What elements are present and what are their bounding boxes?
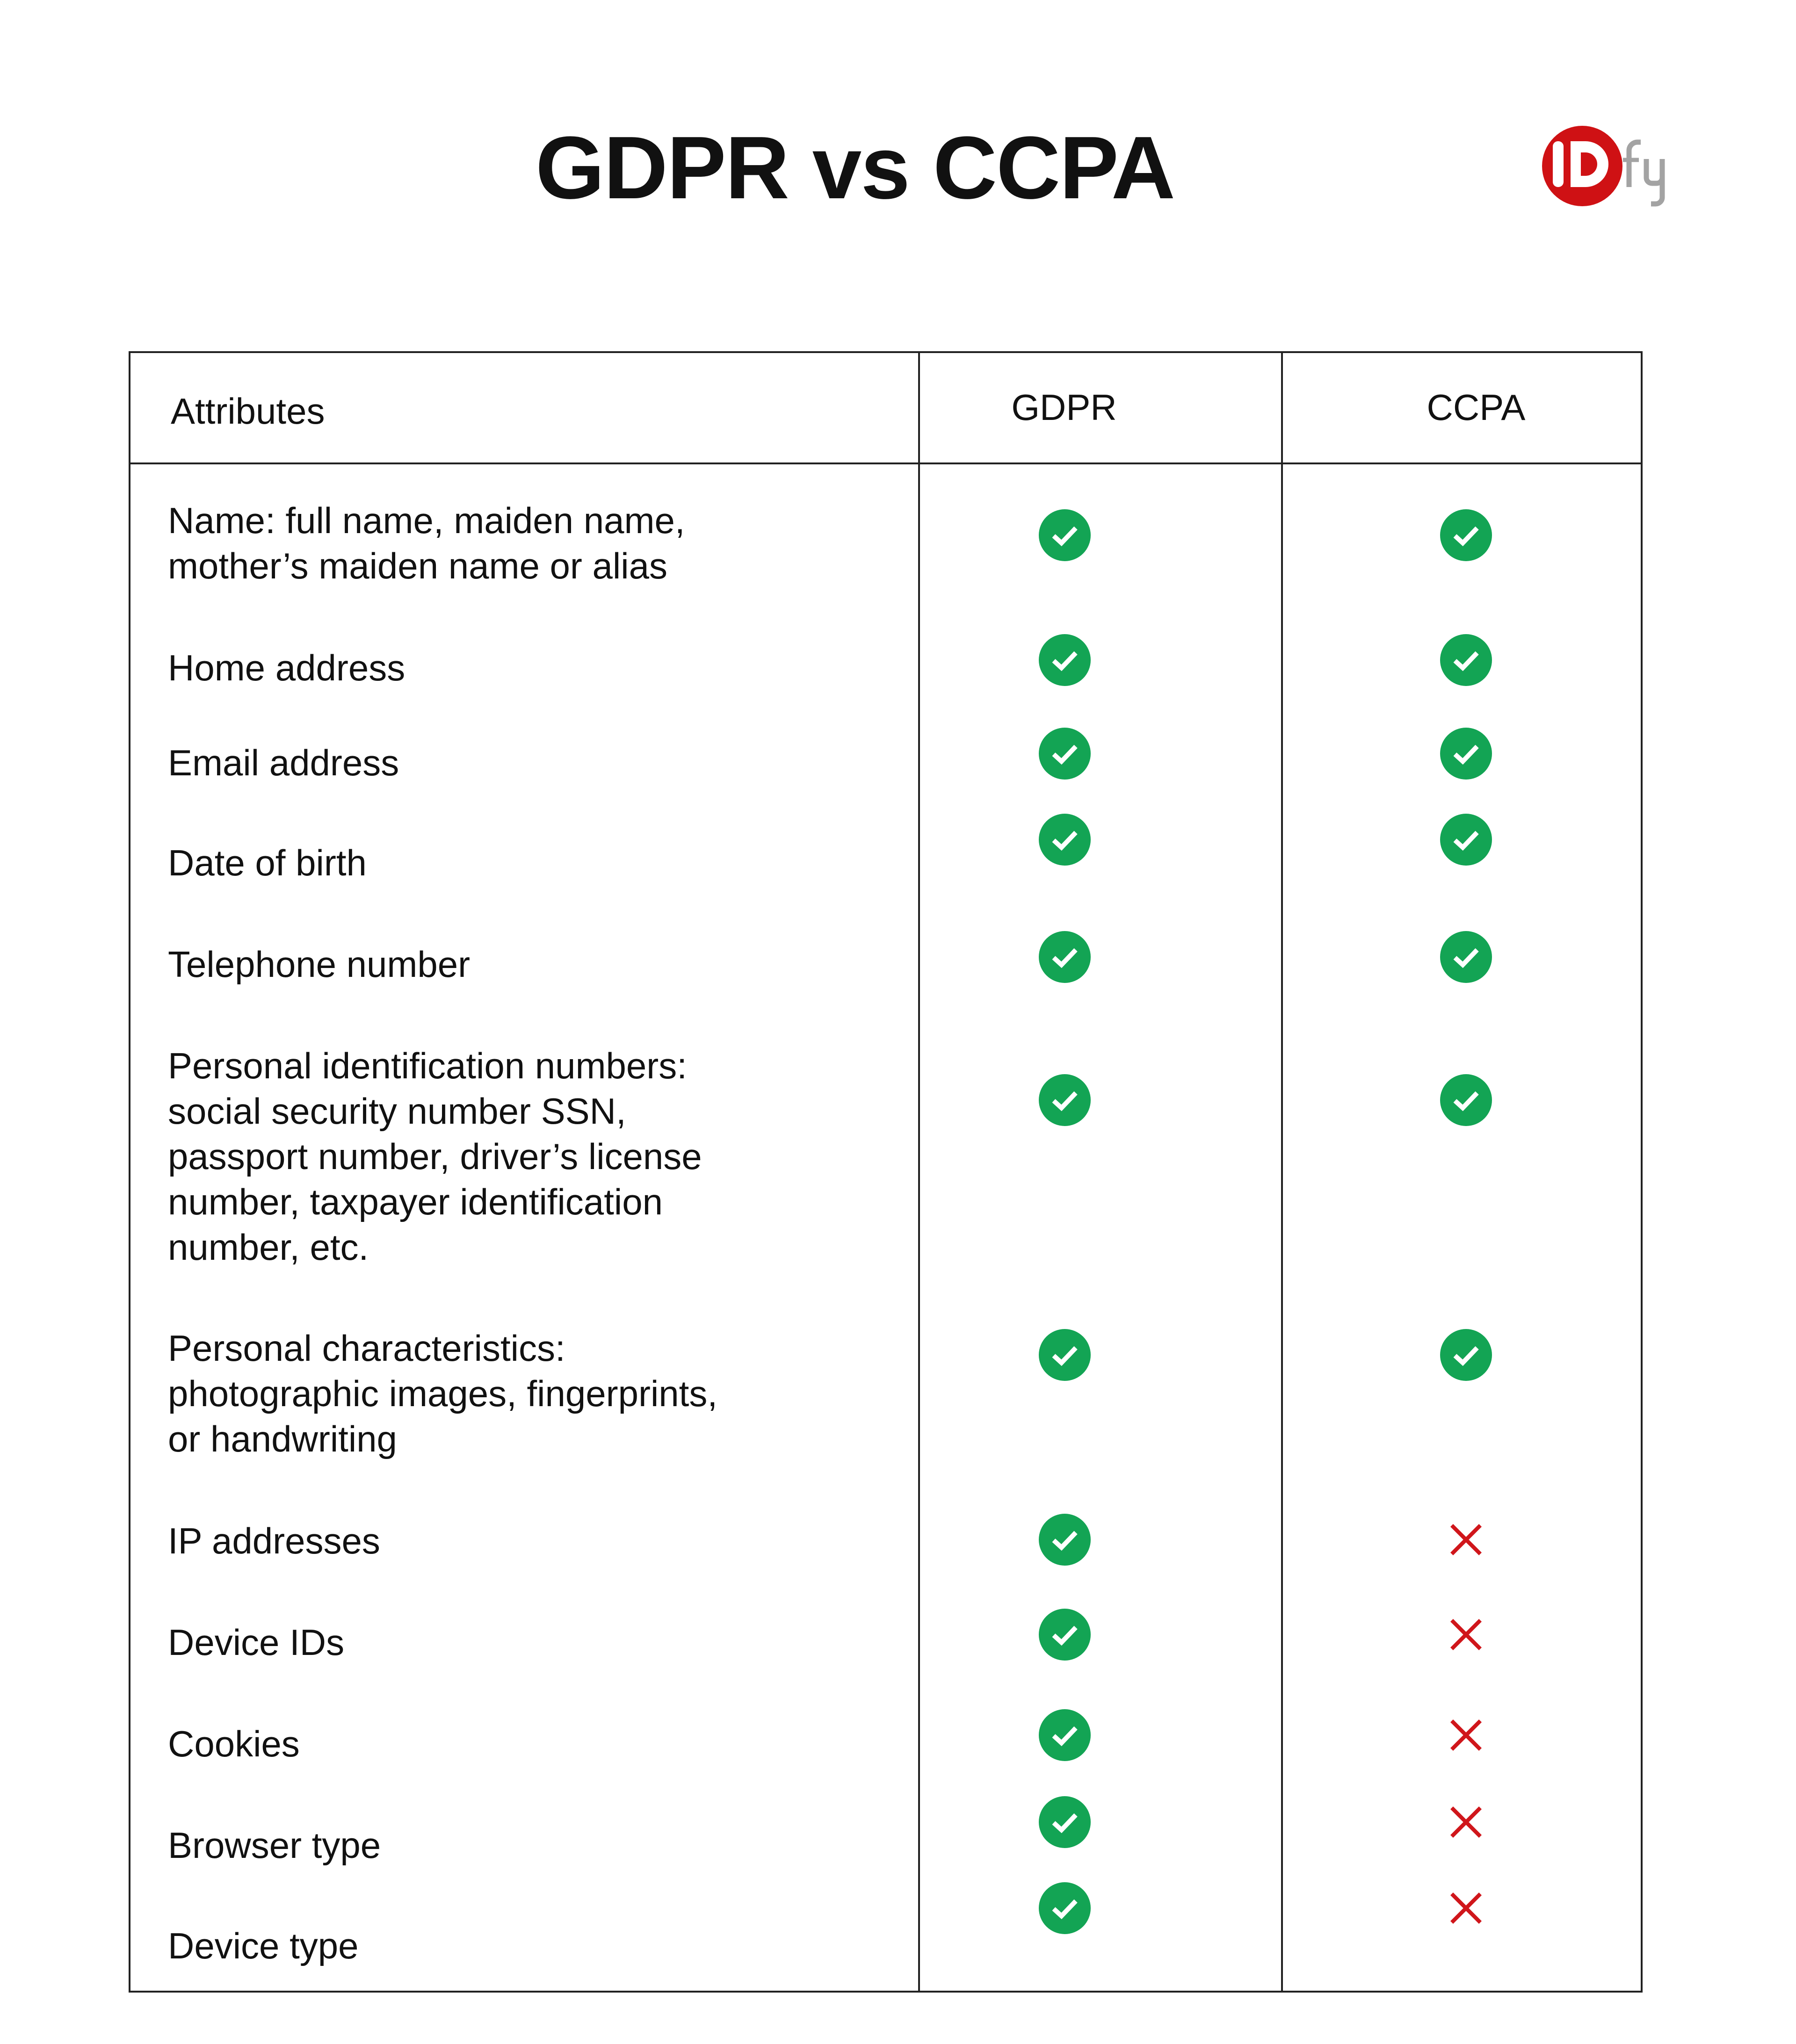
- column-divider: [1281, 351, 1283, 1993]
- check-icon: [1440, 814, 1492, 866]
- page-title: GDPR vs CCPA: [535, 118, 1175, 217]
- check-icon: [1039, 1074, 1091, 1126]
- column-divider: [918, 351, 920, 1993]
- row-attribute-label: IP addresses: [168, 1520, 380, 1561]
- cross-icon: [1450, 1719, 1482, 1751]
- check-icon: [1039, 814, 1091, 866]
- check-icon: [1039, 931, 1091, 983]
- row-attribute-label: Email address: [168, 742, 399, 783]
- row-attribute-label: Cookies: [168, 1723, 300, 1764]
- check-icon: [1440, 728, 1492, 780]
- row-attribute-label: Home address: [168, 647, 406, 688]
- check-icon: [1440, 931, 1492, 983]
- row-attribute-label: Device IDs: [168, 1622, 345, 1663]
- check-icon: [1440, 509, 1492, 561]
- header-gdpr: GDPR: [1011, 387, 1117, 428]
- header-attributes: Attributes: [171, 390, 325, 432]
- check-icon: [1039, 634, 1091, 686]
- cross-icon: [1450, 1524, 1482, 1555]
- cross-icon: [1450, 1619, 1482, 1650]
- check-icon: [1039, 1796, 1091, 1848]
- row-attribute-label: Telephone number: [168, 944, 471, 985]
- check-icon: [1039, 728, 1091, 780]
- check-icon: [1440, 1329, 1492, 1381]
- row-attribute-label: Personal identification numbers: social …: [168, 1045, 702, 1268]
- cross-icon: [1450, 1806, 1482, 1838]
- header-ccpa: CCPA: [1427, 387, 1526, 428]
- comparison-table: [129, 351, 1643, 1993]
- check-icon: [1039, 1329, 1091, 1381]
- header-divider: [129, 462, 1643, 464]
- idfy-logo: [1542, 126, 1665, 207]
- check-icon: [1039, 1609, 1091, 1661]
- row-attribute-label: Device type: [168, 1925, 359, 1966]
- check-icon: [1440, 634, 1492, 686]
- check-icon: [1440, 1074, 1492, 1126]
- row-attribute-label: Date of birth: [168, 842, 367, 883]
- row-attribute-label: Name: full name, maiden name, mother’s m…: [168, 500, 685, 586]
- row-attribute-label: Personal characteristics: photographic i…: [168, 1328, 717, 1459]
- check-icon: [1039, 1709, 1091, 1761]
- check-icon: [1039, 1514, 1091, 1566]
- cross-icon: [1450, 1892, 1482, 1924]
- row-attribute-label: Browser type: [168, 1825, 381, 1866]
- check-icon: [1039, 1882, 1091, 1934]
- check-icon: [1039, 509, 1091, 561]
